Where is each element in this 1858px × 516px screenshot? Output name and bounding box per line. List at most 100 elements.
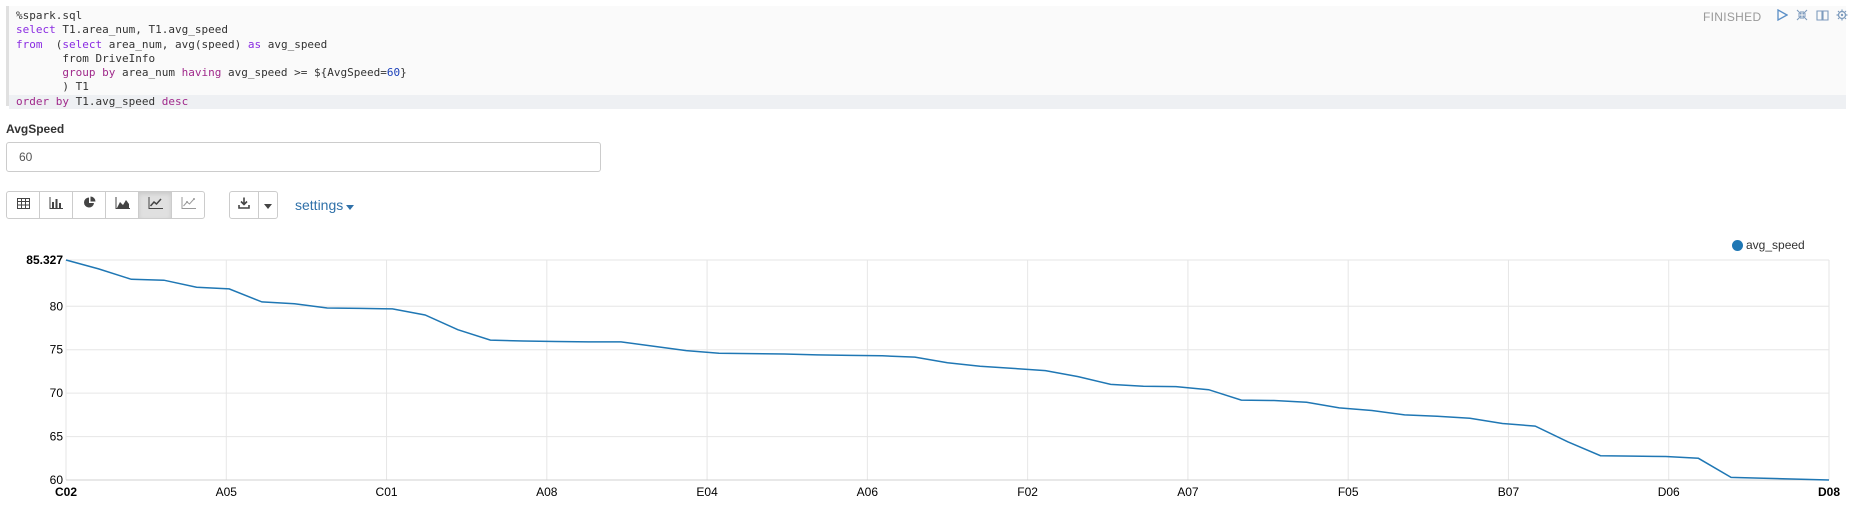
data-point: [195, 285, 199, 289]
download-options-button[interactable]: [258, 191, 278, 219]
code-text: ) T1: [16, 80, 89, 94]
area-chart-button[interactable]: [105, 191, 139, 219]
x-tick-label: C01: [376, 485, 398, 499]
code-line: from (select area_num, avg(speed) as avg…: [16, 38, 1846, 52]
scatter-chart-button[interactable]: [171, 191, 205, 219]
bar-chart-button[interactable]: [39, 191, 73, 219]
code-line: group by area_num having avg_speed >= ${…: [16, 66, 1846, 80]
book-icon[interactable]: [1815, 8, 1829, 22]
run-icon[interactable]: [1775, 8, 1789, 22]
visualization-toolbar: [6, 191, 205, 219]
data-point: [1664, 455, 1668, 459]
data-point: [554, 339, 558, 343]
code-keyword: as: [247, 37, 262, 51]
data-point: [488, 338, 492, 342]
data-point: [1794, 477, 1798, 481]
x-tick-label: A05: [216, 485, 238, 499]
data-point: [325, 306, 329, 310]
line-chart-button[interactable]: [138, 191, 172, 219]
code-text: area_num, avg(speed): [102, 37, 248, 51]
line-chart-icon: [148, 196, 163, 214]
data-point: [652, 344, 656, 348]
x-tick-label: F02: [1017, 485, 1038, 499]
settings-label: settings: [295, 197, 344, 213]
code-text: area_num: [115, 66, 182, 80]
y-tick-label: 60: [50, 473, 64, 487]
code-keyword: from: [16, 37, 43, 51]
data-point: [946, 361, 950, 365]
data-point: [64, 258, 68, 262]
data-point: [1141, 384, 1145, 388]
x-tick-label: A07: [1177, 485, 1199, 499]
code-keyword: desc: [161, 94, 189, 108]
data-point: [750, 352, 754, 356]
y-tick-label: 70: [50, 386, 64, 400]
data-point: [1011, 366, 1015, 370]
code-text: T1.avg_speed: [68, 94, 162, 108]
series-line-avg-speed: [65, 259, 1830, 481]
data-point: [1468, 416, 1472, 420]
collapse-icon[interactable]: [1795, 8, 1809, 22]
data-point: [1762, 476, 1766, 480]
data-point: [880, 354, 884, 358]
caret-down-icon: [346, 197, 355, 213]
data-point: [260, 300, 264, 304]
settings-dropdown[interactable]: settings: [295, 197, 355, 213]
download-group: [229, 191, 278, 219]
code-text: avg_speed >= ${AvgSpeed=: [221, 66, 387, 80]
code-keyword: select: [62, 37, 103, 51]
data-point: [1109, 382, 1113, 386]
data-point: [1566, 440, 1570, 444]
data-point: [1827, 478, 1831, 482]
bar-chart-icon: [49, 196, 63, 214]
gear-icon[interactable]: [1835, 8, 1849, 22]
data-point: [1305, 400, 1309, 404]
data-point: [1598, 454, 1602, 458]
code-keyword: order by: [16, 94, 69, 108]
data-point: [1370, 409, 1374, 413]
data-point: [456, 328, 460, 332]
data-point: [1435, 414, 1439, 418]
data-point: [162, 278, 166, 282]
code-line: from DriveInfo: [16, 52, 1846, 66]
table-view-button[interactable]: [6, 191, 40, 219]
caret-down-icon: [264, 196, 272, 214]
code-editor[interactable]: %spark.sql select T1.area_num, T1.avg_sp…: [6, 6, 1846, 110]
data-point: [1207, 388, 1211, 392]
x-tick-label: D08: [1818, 485, 1840, 499]
data-point: [1501, 422, 1505, 426]
data-point: [1696, 456, 1700, 460]
avgspeed-input[interactable]: [6, 142, 601, 172]
code-text: %spark.sql: [16, 9, 83, 22]
data-point: [1174, 385, 1178, 389]
data-point: [913, 355, 917, 359]
area-chart-icon: [115, 196, 130, 214]
code-text: avg_speed: [261, 37, 328, 51]
data-point: [1533, 424, 1537, 428]
data-point: [1631, 454, 1635, 458]
chart-legend-item[interactable]: avg_speed: [1732, 238, 1805, 252]
code-number: 60: [386, 66, 401, 80]
form-label-avgspeed: AvgSpeed: [6, 122, 65, 136]
code-keyword: group by: [62, 66, 116, 80]
code-text: (: [42, 37, 63, 51]
data-point: [423, 313, 427, 317]
code-line: ) T1: [16, 80, 1846, 94]
code-text: }: [400, 66, 407, 80]
data-point: [684, 349, 688, 353]
data-point: [1239, 398, 1243, 402]
data-point: [521, 339, 525, 343]
x-tick-label: D06: [1658, 485, 1680, 499]
x-tick-label: B07: [1498, 485, 1520, 499]
data-point: [1076, 375, 1080, 379]
x-tick-label: E04: [696, 485, 718, 499]
x-tick-label: C02: [55, 485, 77, 499]
x-tick-label: A08: [536, 485, 558, 499]
download-button[interactable]: [229, 191, 259, 219]
data-point: [1272, 399, 1276, 403]
pie-chart-button[interactable]: [72, 191, 106, 219]
y-tick-label: 85.327: [26, 253, 63, 267]
data-point: [293, 302, 297, 306]
data-point: [390, 307, 394, 311]
